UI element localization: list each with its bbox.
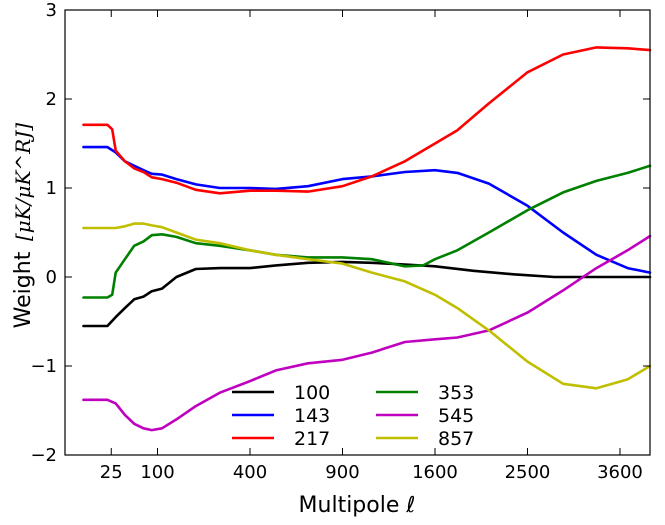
series-line-857 — [82, 222, 652, 390]
y-tick-label: −1 — [30, 356, 57, 377]
x-tick-label: 400 — [233, 462, 267, 483]
series-line-143 — [82, 145, 652, 274]
y-axis-label-group: Weight [μK/μK^RJ] — [11, 123, 36, 329]
legend-label-353: 353 — [438, 382, 474, 404]
series-line-100 — [82, 260, 652, 328]
y-tick-label: 1 — [46, 178, 57, 199]
y-tick-label: −2 — [30, 445, 57, 466]
legend-label-100: 100 — [294, 382, 330, 404]
x-tick-label: 25 — [100, 462, 123, 483]
plot-frame — [64, 9, 651, 456]
legend-label-545: 545 — [438, 405, 474, 427]
series-line-217 — [82, 46, 652, 195]
y-axis-label: Weight — [11, 251, 36, 328]
x-tick-label: 100 — [140, 462, 174, 483]
x-tick-label: 1600 — [412, 462, 458, 483]
legend-label-143: 143 — [294, 405, 330, 427]
series-line-545 — [82, 234, 652, 432]
x-tick-label: 2500 — [505, 462, 551, 483]
y-axis-unit: [μK/μK^RJ] — [11, 123, 35, 241]
y-tick-label: 0 — [46, 267, 57, 288]
x-axis-label: Multipole ℓ — [299, 493, 416, 518]
y-tick-label: 2 — [46, 89, 57, 110]
series-layer — [82, 46, 652, 432]
x-tick-label: 3600 — [597, 462, 643, 483]
y-tick-label: 3 — [46, 0, 57, 21]
x-tick-label: 900 — [325, 462, 359, 483]
legend-label-857: 857 — [438, 428, 474, 450]
legend-label-217: 217 — [294, 428, 330, 450]
ticks-layer: 25 100 400 900 1600 2500 3600 −2 −1 0 1 2 3 — [30, 0, 650, 483]
